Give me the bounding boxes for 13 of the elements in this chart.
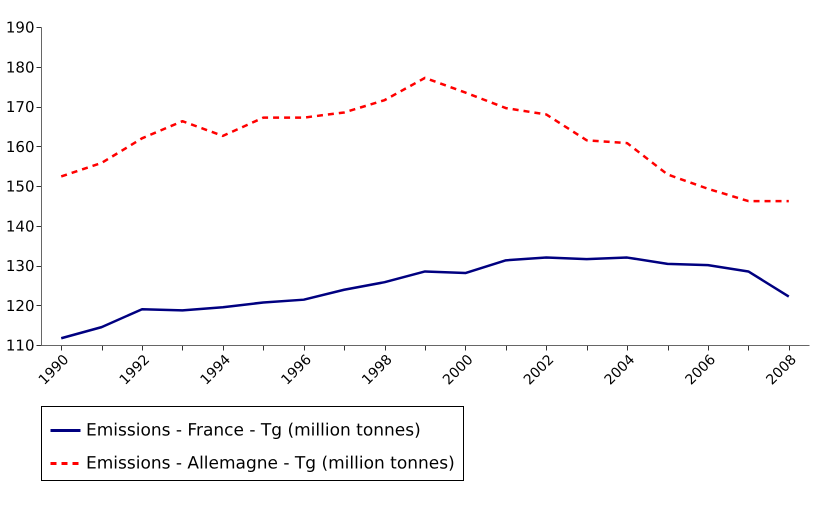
line-series [60, 256, 790, 340]
y-tick-label: 170 [6, 98, 34, 116]
y-tick-label: 110 [6, 336, 34, 354]
line-series [60, 76, 790, 202]
y-tick-label: 180 [6, 58, 34, 76]
y-tick-label: 120 [6, 296, 34, 315]
y-tick-label: 160 [6, 138, 34, 156]
legend-label: Emissions - Allemagne - Tg (million tonnes) [86, 454, 455, 474]
y-tick-label: 130 [6, 257, 34, 275]
y-tick-label: 190 [6, 18, 34, 36]
y-tick-label: 150 [6, 178, 34, 196]
y-tick-label: 140 [6, 217, 34, 236]
legend-label: Emissions - France - Tg (million tonnes) [86, 420, 421, 440]
